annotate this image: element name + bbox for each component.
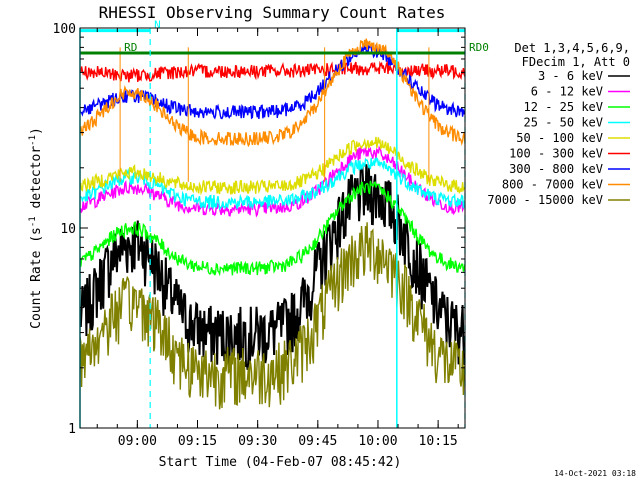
legend-entry-label: 3 - 6 keV xyxy=(538,69,603,83)
legend-entry-label: 50 - 100 keV xyxy=(516,131,603,145)
x-tick-label: 10:15 xyxy=(419,434,458,449)
axis-layer: 1 10 100 09:00 09:15 09:30 09:45 10:00 10:15 xyxy=(53,22,465,449)
legend-entry-label: 25 - 50 keV xyxy=(524,116,603,130)
y-axis-label-rest: detector xyxy=(29,146,44,217)
legend-entry-label: 12 - 25 keV xyxy=(524,100,603,114)
legend-entry-label: 6 - 12 keV xyxy=(531,85,603,99)
y-axis-label-main: Count Rate (s xyxy=(29,227,44,329)
x-tick-label: 09:30 xyxy=(238,434,277,449)
legend-entry-label: 300 - 800 keV xyxy=(509,162,603,176)
x-tick-label: 09:45 xyxy=(298,434,337,449)
legend-header-line-1: Det 1,3,4,5,6,9, xyxy=(514,41,630,55)
y-tick-label: 10 xyxy=(60,222,76,237)
series-line xyxy=(80,156,465,211)
x-axis-label: Start Time (04-Feb-07 08:45:42) xyxy=(159,455,402,470)
legend-header-line-2: FDecim 1, Att 0 xyxy=(522,55,630,69)
flag-label: RD0 xyxy=(469,41,489,54)
y-axis-label-sup2: -1 xyxy=(28,135,38,146)
series-line xyxy=(80,38,465,148)
legend-entry-label: 800 - 7000 keV xyxy=(502,178,603,192)
y-tick-label: 100 xyxy=(53,22,76,37)
legend: Det 1,3,4,5,6,9, FDecim 1, Att 0 3 - 6 k… xyxy=(487,41,630,207)
x-tick-label: 10:00 xyxy=(358,434,397,449)
series-layer xyxy=(80,38,465,410)
x-tick-label: 09:15 xyxy=(178,434,217,449)
series-line xyxy=(80,136,465,196)
x-tick-label: 09:00 xyxy=(118,434,157,449)
y-tick-label: 1 xyxy=(68,422,76,437)
y-axis-label: Count Rate (s-1 detector-1) xyxy=(28,127,44,329)
flag-label: RD xyxy=(124,41,137,54)
y-axis-label-sup1: -1 xyxy=(28,216,38,227)
series-line xyxy=(80,164,465,370)
series-line xyxy=(80,222,465,410)
legend-entry-label: 100 - 300 keV xyxy=(509,147,603,161)
footer-timestamp: 14-Oct-2021 03:18 xyxy=(554,469,636,478)
legend-entry-label: 7000 - 15000 keV xyxy=(487,193,603,207)
y-axis-label-end: ) xyxy=(29,127,44,135)
flag-label: N xyxy=(154,19,161,32)
chart-title: RHESSI Observing Summary Count Rates xyxy=(99,3,446,22)
series-line xyxy=(80,180,465,277)
